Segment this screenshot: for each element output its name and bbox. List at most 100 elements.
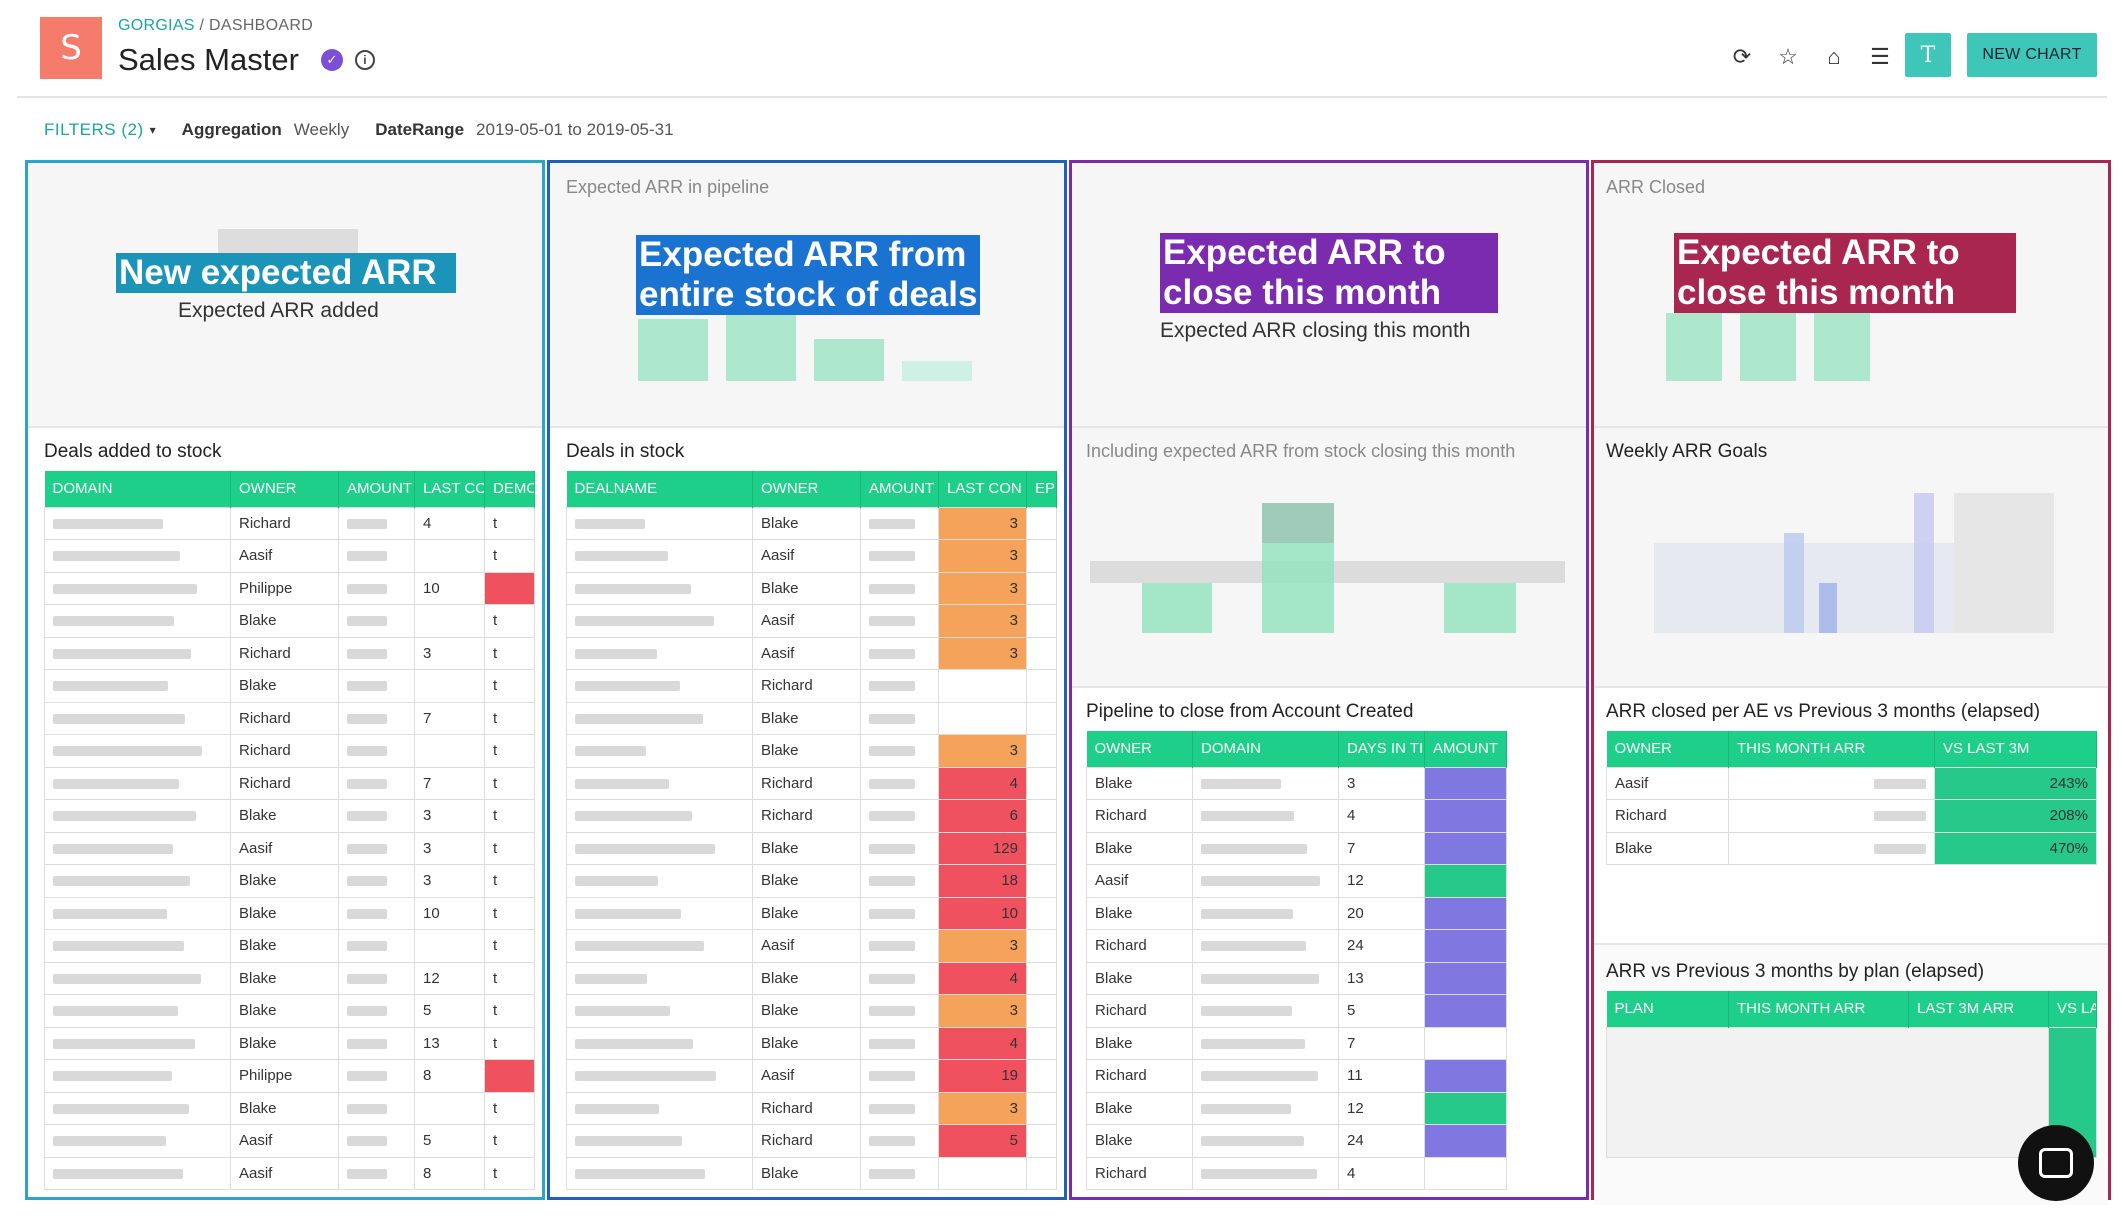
- column-header-dealname[interactable]: DEALNAME: [566, 471, 753, 507]
- filters-button[interactable]: FILTERS (2): [44, 120, 144, 139]
- table-row[interactable]: Blake t: [44, 929, 535, 963]
- aggregation-value[interactable]: Weekly: [293, 120, 350, 139]
- table-row[interactable]: Blake 13: [1086, 961, 1507, 995]
- table-row[interactable]: Richard 6: [566, 799, 1057, 833]
- table-row[interactable]: Richard 3 t: [44, 636, 535, 670]
- table-row[interactable]: Blake 3: [1086, 766, 1507, 800]
- table-row[interactable]: Aasif 243%: [1606, 766, 2097, 800]
- column-header-this-month-arr[interactable]: THIS MONTH ARR: [1728, 991, 1909, 1027]
- table-row[interactable]: Richard 3: [566, 1091, 1057, 1125]
- days-cell: 7: [1338, 1026, 1425, 1060]
- column-header-last-contact[interactable]: LAST CO: [414, 471, 485, 507]
- table-row[interactable]: Richard 11: [1086, 1059, 1507, 1093]
- column-header-vs-last-3m[interactable]: VS LAST 3M: [1934, 731, 2097, 767]
- table-row[interactable]: Aasif 8 t: [44, 1156, 535, 1190]
- table-row[interactable]: Richard 208%: [1606, 799, 2097, 833]
- star-icon[interactable]: ☆: [1778, 44, 1798, 69]
- table-row[interactable]: Blake 3: [566, 506, 1057, 540]
- column-header-days[interactable]: DAYS IN TI: [1338, 731, 1425, 767]
- table-row[interactable]: Aasif 3: [566, 636, 1057, 670]
- column-header-domain[interactable]: DOMAIN: [1192, 731, 1339, 767]
- table-row[interactable]: Blake 7: [1086, 831, 1507, 865]
- table-row[interactable]: Blake t: [44, 669, 535, 703]
- menu-icon[interactable]: ☰: [1870, 44, 1890, 69]
- table-row[interactable]: Richard 24: [1086, 929, 1507, 963]
- table-row[interactable]: Blake: [566, 701, 1057, 735]
- table-row[interactable]: Philippe 10: [44, 571, 535, 605]
- table-row[interactable]: Blake 7: [1086, 1026, 1507, 1060]
- table-row[interactable]: Blake 12: [1086, 1091, 1507, 1125]
- table-row[interactable]: Aasif 19: [566, 1059, 1057, 1093]
- column-header-this-month-arr[interactable]: THIS MONTH ARR: [1728, 731, 1935, 767]
- table-row[interactable]: Blake t: [44, 604, 535, 638]
- info-icon[interactable]: i: [354, 50, 375, 70]
- chevron-down-icon[interactable]: ▾: [149, 123, 156, 137]
- column-header-domain[interactable]: DOMAIN: [44, 471, 231, 507]
- table-row[interactable]: Aasif 12: [1086, 864, 1507, 898]
- table-row[interactable]: Blake 10: [566, 896, 1057, 930]
- table-row[interactable]: Philippe 8: [44, 1059, 535, 1093]
- table-row[interactable]: Richard 7 t: [44, 701, 535, 735]
- user-avatar-button[interactable]: T: [1905, 33, 1951, 77]
- table-row[interactable]: Blake 12 t: [44, 961, 535, 995]
- owner-cell: Blake: [752, 1026, 861, 1060]
- table-row[interactable]: Blake t: [44, 1091, 535, 1125]
- breadcrumb-page[interactable]: DASHBOARD: [209, 17, 314, 34]
- table-row[interactable]: Blake 10 t: [44, 896, 535, 930]
- days-cell: 24: [1338, 929, 1425, 963]
- column-header-owner[interactable]: OWNER: [1606, 731, 1729, 767]
- table-row[interactable]: Blake 129: [566, 831, 1057, 865]
- column-header-amount[interactable]: AMOUNT: [860, 471, 939, 507]
- column-header-owner[interactable]: OWNER: [1086, 731, 1193, 767]
- column-header-ep[interactable]: EP: [1026, 471, 1057, 507]
- redacted-value: [869, 908, 915, 919]
- table-row[interactable]: Aasif 3: [566, 604, 1057, 638]
- table-row[interactable]: Richard 5: [566, 1124, 1057, 1158]
- table-row[interactable]: Blake 3: [566, 994, 1057, 1028]
- column-header-amount[interactable]: AMOUNT: [338, 471, 415, 507]
- table-row[interactable]: Blake: [566, 1156, 1057, 1190]
- table-row[interactable]: Richard 4 t: [44, 506, 535, 540]
- column-header-owner[interactable]: OWNER: [230, 471, 339, 507]
- column-header-plan[interactable]: PLAN: [1606, 991, 1729, 1027]
- table-row[interactable]: Blake 18: [566, 864, 1057, 898]
- daterange-value[interactable]: 2019-05-01 to 2019-05-31: [476, 120, 674, 139]
- chat-icon[interactable]: [2018, 1125, 2094, 1201]
- table-row[interactable]: Blake 470%: [1606, 831, 2097, 865]
- table-row[interactable]: Richard t: [44, 734, 535, 768]
- table-row[interactable]: Richard: [566, 669, 1057, 703]
- table-row[interactable]: Blake 3 t: [44, 864, 535, 898]
- table-row[interactable]: Richard 4: [1086, 1156, 1507, 1190]
- table-row[interactable]: Blake 24: [1086, 1124, 1507, 1158]
- column-header-last-contact[interactable]: LAST CON: [938, 471, 1027, 507]
- table-row[interactable]: Aasif 3 t: [44, 831, 535, 865]
- table-row[interactable]: Aasif 3: [566, 929, 1057, 963]
- table-row[interactable]: Blake 3: [566, 734, 1057, 768]
- table-row[interactable]: Aasif t: [44, 539, 535, 573]
- redacted-value: [869, 616, 915, 627]
- column-header-last-3m-arr[interactable]: LAST 3M ARR: [1908, 991, 2049, 1027]
- table-row[interactable]: Richard 4: [1086, 799, 1507, 833]
- home-icon[interactable]: ⌂: [1827, 44, 1841, 69]
- column-header-owner[interactable]: OWNER: [752, 471, 861, 507]
- table-row[interactable]: Richard 7 t: [44, 766, 535, 800]
- table-row[interactable]: Aasif 3: [566, 539, 1057, 573]
- table-row[interactable]: Blake 20: [1086, 896, 1507, 930]
- column-header-vs-last[interactable]: VS LA: [2048, 991, 2097, 1027]
- table-row[interactable]: Blake 4: [566, 961, 1057, 995]
- table-row[interactable]: Blake 3: [566, 571, 1057, 605]
- table-row[interactable]: Blake 13 t: [44, 1026, 535, 1060]
- ep-cell: [1026, 539, 1057, 573]
- table-row[interactable]: Blake 3 t: [44, 799, 535, 833]
- new-chart-button[interactable]: NEW CHART: [1967, 33, 2097, 77]
- table-row[interactable]: Richard 5: [1086, 994, 1507, 1028]
- table-row[interactable]: Blake 4: [566, 1026, 1057, 1060]
- breadcrumb-org-link[interactable]: GORGIAS: [118, 17, 195, 34]
- table-row[interactable]: Blake 5 t: [44, 994, 535, 1028]
- redacted-value: [575, 648, 657, 659]
- column-header-amount[interactable]: AMOUNT: [1424, 731, 1507, 767]
- column-header-demo[interactable]: DEMO: [484, 471, 535, 507]
- table-row[interactable]: Richard 4: [566, 766, 1057, 800]
- table-row[interactable]: Aasif 5 t: [44, 1124, 535, 1158]
- refresh-icon[interactable]: ⟳: [1732, 44, 1752, 69]
